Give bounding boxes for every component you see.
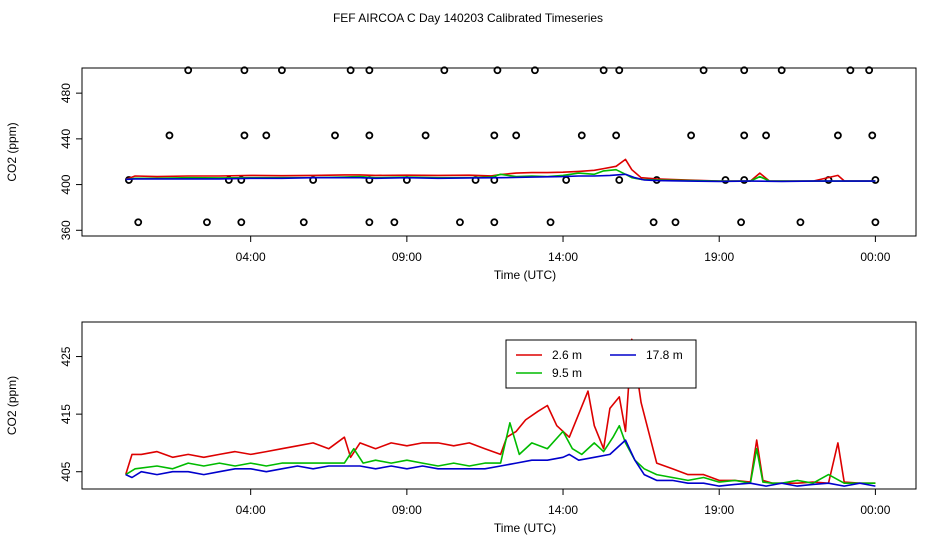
flag-point <box>721 176 730 184</box>
flag-point <box>490 131 499 140</box>
flag-point <box>240 66 249 75</box>
flag-point <box>134 218 143 227</box>
flag-point <box>390 218 399 227</box>
x-tick-label: 00:00 <box>860 250 890 264</box>
series-line-17-8-m <box>125 173 876 183</box>
y-tick-label: 360 <box>59 220 73 240</box>
flag-point <box>846 66 855 75</box>
flag-point <box>615 66 624 75</box>
flag-point <box>262 131 271 140</box>
flag-point <box>562 176 571 184</box>
legend-label: 2.6 m <box>552 348 582 362</box>
flag-point <box>671 218 680 227</box>
flag-point <box>278 66 286 75</box>
flag-point <box>421 131 430 140</box>
flag-point <box>224 176 233 184</box>
flag-point <box>184 66 193 75</box>
flag-point <box>740 131 749 140</box>
flag-point <box>577 131 586 140</box>
flag-point <box>490 218 499 227</box>
flag-point <box>871 218 880 227</box>
flag-point <box>512 131 521 140</box>
y-axis-label: CO2 (ppm) <box>5 122 19 181</box>
flag-point <box>165 131 174 140</box>
co2-timeseries-with-flags-panel: 04:00 09:00 14:00 19:00 00:00 Time (UTC) 360 40… <box>5 66 917 282</box>
flag-point <box>865 66 874 75</box>
x-tick-label: 09:00 <box>392 503 422 517</box>
flag-point <box>737 218 745 227</box>
flag-point <box>796 218 805 227</box>
flag-point <box>346 66 355 75</box>
flag-point <box>740 176 749 184</box>
flag-point <box>493 66 502 75</box>
flag-point <box>456 218 464 227</box>
flag-point <box>868 131 877 140</box>
flag-point <box>365 218 374 227</box>
flag-point <box>203 218 211 227</box>
y-tick-label: 400 <box>59 174 73 194</box>
flag-point <box>649 218 658 227</box>
flag-point <box>365 131 374 140</box>
legend-label: 17.8 m <box>646 348 683 362</box>
flag-point <box>531 66 539 75</box>
legend: 2.6 m 17.8 m 9.5 m <box>505 339 697 389</box>
flag-point <box>615 176 624 184</box>
flag-point <box>777 66 786 75</box>
series-line-9-5-m <box>125 421 876 485</box>
series-line-17-8-m <box>125 439 876 487</box>
x-tick-label: 19:00 <box>704 503 734 517</box>
y-tick-label: 425 <box>59 346 73 366</box>
co2-timeseries-panel: 04:00 09:00 14:00 19:00 00:00 Time (UTC) 405 41… <box>5 321 917 535</box>
legend-label: 9.5 m <box>552 366 582 380</box>
flag-point <box>834 131 842 140</box>
flag-point <box>871 176 880 184</box>
y-tick-label: 415 <box>59 404 73 424</box>
flag-point <box>687 131 696 140</box>
x-tick-label: 04:00 <box>236 503 266 517</box>
flag-point <box>740 66 749 75</box>
plot-frame <box>81 321 917 490</box>
x-tick-label: 04:00 <box>236 250 266 264</box>
flag-point <box>440 66 449 75</box>
y-tick-label: 440 <box>59 129 73 149</box>
legend-box <box>505 339 697 389</box>
y-tick-label: 480 <box>59 83 73 103</box>
flag-point <box>299 218 308 227</box>
x-tick-label: 14:00 <box>548 503 578 517</box>
x-tick-label: 00:00 <box>860 503 890 517</box>
flag-point <box>365 66 374 75</box>
flag-point <box>762 131 770 140</box>
x-tick-label: 09:00 <box>392 250 422 264</box>
x-tick-label: 19:00 <box>704 250 734 264</box>
flag-point <box>699 66 708 75</box>
flag-point <box>331 131 339 140</box>
x-axis-label: Time (UTC) <box>494 268 556 282</box>
plot-frame <box>81 67 917 237</box>
flag-point <box>546 218 555 227</box>
flag-point <box>237 218 246 227</box>
x-axis-label: Time (UTC) <box>494 521 556 535</box>
series-line-2-6-m <box>125 158 876 182</box>
flag-point <box>612 131 621 140</box>
x-tick-label: 14:00 <box>548 250 578 264</box>
series-line-2-6-m <box>124 338 876 485</box>
flag-point <box>599 66 608 75</box>
figure-title: FEF AIRCOA C Day 140203 Calibrated Times… <box>333 11 603 25</box>
y-axis-label: CO2 (ppm) <box>5 376 19 435</box>
flag-point <box>240 131 249 140</box>
y-tick-label: 405 <box>59 461 73 481</box>
